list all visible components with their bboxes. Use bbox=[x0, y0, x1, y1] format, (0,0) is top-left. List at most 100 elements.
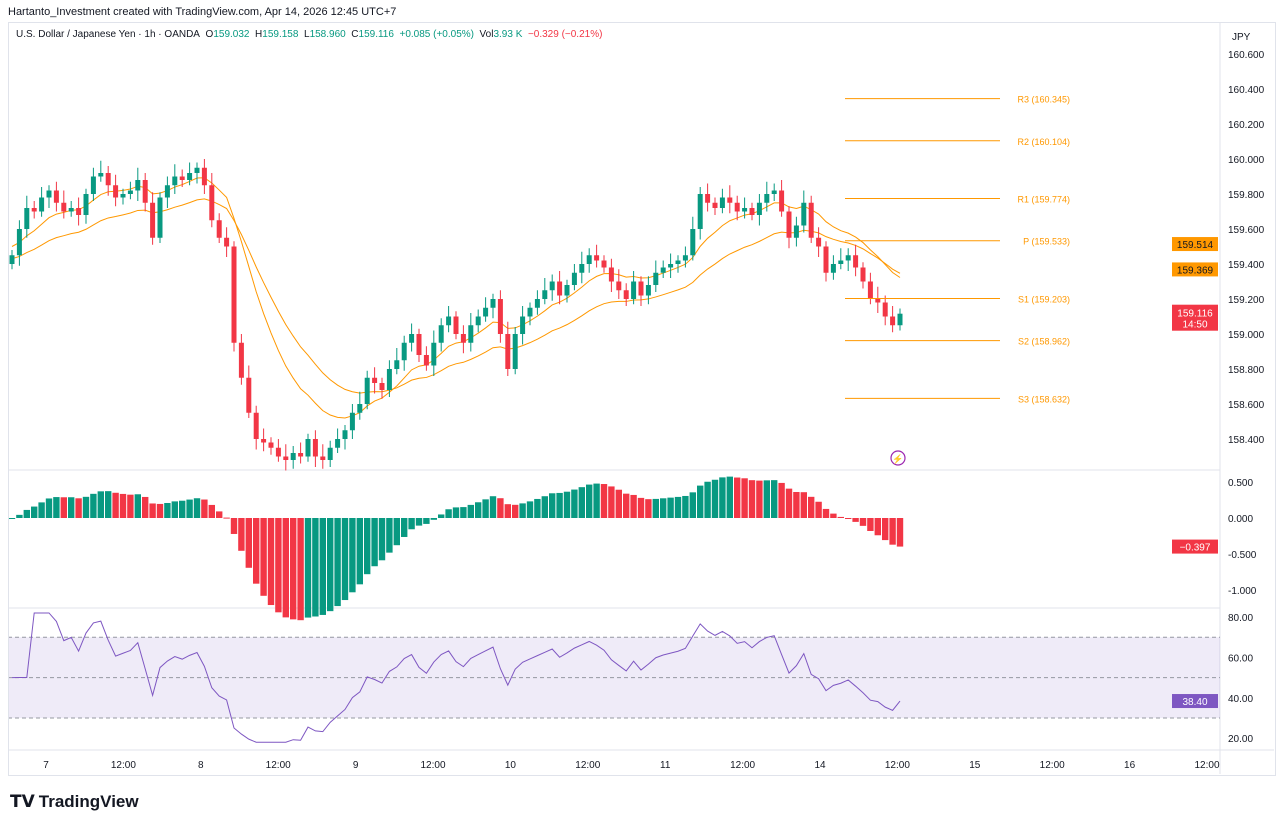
candle-body bbox=[113, 185, 119, 198]
candle-body bbox=[638, 281, 644, 296]
macd-bar bbox=[512, 504, 519, 518]
rsi-last-badge bbox=[1172, 694, 1218, 709]
macd-bar bbox=[763, 480, 770, 518]
symbol-legend: U.S. Dollar / Japanese Yen · 1h · OANDA … bbox=[16, 29, 602, 40]
macd-bar bbox=[164, 502, 171, 518]
macd-bar bbox=[216, 511, 223, 518]
macd-bar bbox=[852, 518, 859, 522]
candle-body bbox=[497, 299, 503, 334]
macd-bar bbox=[785, 488, 793, 518]
candle-body bbox=[453, 316, 459, 334]
macd-bar bbox=[186, 499, 193, 518]
candle-body bbox=[867, 281, 873, 299]
time-label: 14 bbox=[814, 760, 826, 771]
symbol-name[interactable]: U.S. Dollar / Japanese Yen · 1h · OANDA bbox=[16, 29, 200, 40]
macd-bar bbox=[637, 497, 645, 518]
macd-bar bbox=[519, 503, 526, 518]
candle-body bbox=[327, 447, 333, 460]
candle-body bbox=[534, 299, 540, 308]
macd-bar bbox=[267, 518, 275, 606]
macd-bar bbox=[341, 518, 349, 601]
macd-bar bbox=[497, 498, 504, 518]
macd-bar bbox=[615, 489, 622, 518]
time-label: 15 bbox=[969, 760, 981, 771]
macd-bar bbox=[386, 518, 393, 553]
candle-body bbox=[483, 307, 489, 317]
time-label: 12:00 bbox=[420, 760, 445, 771]
rsi-tick: 60.00 bbox=[1228, 653, 1253, 664]
macd-bar bbox=[38, 502, 45, 518]
candle-body bbox=[268, 442, 274, 448]
macd-bar bbox=[423, 518, 430, 524]
price-tick: 160.400 bbox=[1228, 85, 1265, 96]
macd-bar bbox=[282, 518, 289, 618]
time-label: 12:00 bbox=[1040, 760, 1065, 771]
macd-bar bbox=[489, 496, 497, 518]
candle-body bbox=[142, 180, 148, 203]
price-tick: 159.600 bbox=[1228, 225, 1265, 236]
macd-bar bbox=[201, 499, 208, 518]
macd-tick: 0.000 bbox=[1228, 514, 1253, 525]
time-label: 12:00 bbox=[266, 760, 291, 771]
candle-body bbox=[697, 194, 703, 229]
candle-body bbox=[238, 342, 244, 378]
macd-bar bbox=[896, 518, 904, 547]
rsi-last-text: 38.40 bbox=[1182, 697, 1207, 708]
macd-bar bbox=[68, 497, 75, 518]
macd-bar bbox=[556, 492, 563, 518]
ema-price-badge bbox=[1172, 237, 1218, 252]
candle-body bbox=[275, 447, 281, 457]
price-tick: 159.000 bbox=[1228, 330, 1265, 341]
ema-price-badge bbox=[1172, 262, 1218, 277]
candle-body bbox=[135, 180, 141, 191]
candle-body bbox=[83, 194, 89, 215]
macd-bar bbox=[97, 491, 104, 518]
last-price-badge bbox=[1172, 304, 1218, 331]
macd-bar bbox=[275, 518, 282, 613]
change-value: +0.085 (+0.05%) bbox=[399, 29, 474, 40]
candle-body bbox=[727, 197, 733, 203]
candle-body bbox=[150, 202, 156, 238]
macd-bar bbox=[60, 497, 67, 518]
macd-bar bbox=[171, 501, 178, 518]
volume-change: −0.329 (−0.21%) bbox=[527, 29, 603, 40]
candle-body bbox=[201, 167, 207, 186]
rsi-tick: 20.00 bbox=[1228, 734, 1253, 745]
macd-bar bbox=[31, 506, 38, 518]
macd-bar bbox=[45, 498, 53, 518]
macd-bar bbox=[719, 477, 726, 518]
candle-body bbox=[9, 255, 15, 264]
macd-last-text: −0.397 bbox=[1180, 543, 1211, 554]
macd-bar bbox=[889, 518, 896, 545]
close-value: 159.116 bbox=[358, 29, 394, 40]
candle-body bbox=[734, 202, 740, 212]
pivot-label: R3 (160.345) bbox=[1017, 95, 1070, 105]
candle-body bbox=[231, 246, 237, 343]
time-label: 12:00 bbox=[575, 760, 600, 771]
candle-body bbox=[616, 281, 622, 291]
candle-body bbox=[771, 190, 777, 194]
candle-body bbox=[764, 194, 770, 203]
macd-bar bbox=[778, 482, 785, 518]
candle-body bbox=[675, 260, 681, 264]
candle-body bbox=[261, 439, 267, 443]
candle-body bbox=[53, 190, 59, 203]
macd-bar bbox=[75, 498, 82, 518]
candle-body bbox=[579, 264, 585, 273]
candle-body bbox=[164, 185, 170, 198]
candle-body bbox=[712, 202, 718, 208]
price-tick: 158.800 bbox=[1228, 365, 1265, 376]
macd-bar bbox=[771, 480, 778, 518]
tradingview-logo[interactable]: 𝗧𝗩 TradingView bbox=[10, 792, 139, 812]
macd-bar bbox=[23, 509, 30, 518]
macd-bar bbox=[8, 518, 16, 519]
macd-bar bbox=[711, 479, 719, 518]
candle-body bbox=[438, 325, 444, 343]
macd-bar bbox=[600, 484, 608, 518]
candle-body bbox=[372, 377, 378, 383]
candle-body bbox=[224, 237, 230, 247]
candle-body bbox=[571, 272, 577, 285]
macd-bar bbox=[438, 514, 445, 518]
candle-body bbox=[194, 167, 200, 173]
